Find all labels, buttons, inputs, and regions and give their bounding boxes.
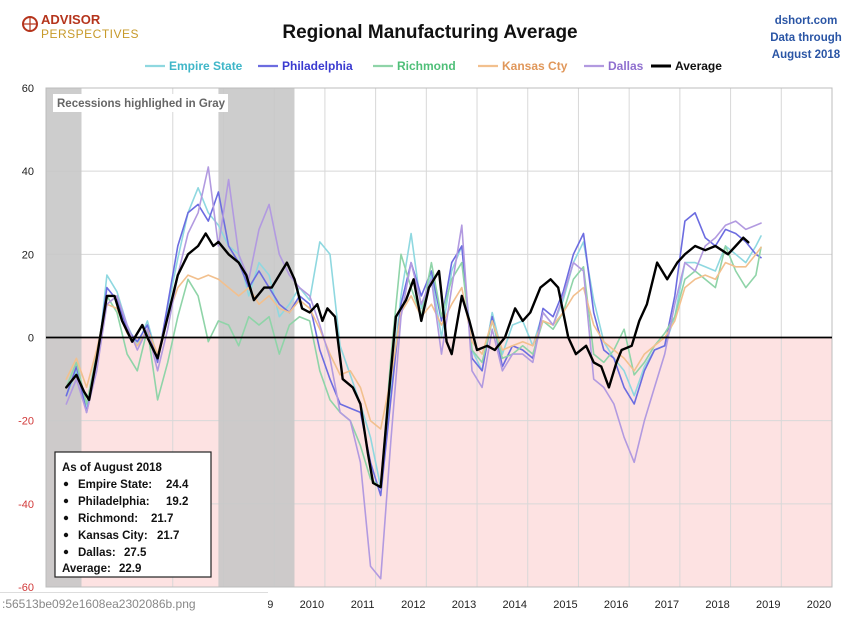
- series-line-philadelphia: [65, 191, 762, 497]
- source-line-2: Data through: [770, 32, 842, 44]
- summary-value: 27.5: [124, 547, 147, 559]
- x-tick-label: 2010: [300, 599, 324, 611]
- legend-item: Average: [651, 59, 722, 73]
- y-tick-label: 0: [28, 333, 34, 345]
- series-line-kansas-cty: [65, 246, 762, 430]
- summary-item-richmond: Richmond: 21.7: [63, 513, 173, 525]
- source-line-1: dshort.com: [775, 15, 838, 27]
- logo: ADVISOR PERSPECTIVES: [22, 12, 139, 41]
- summary-label: Dallas:: [78, 547, 116, 559]
- filename-label: :56513be092e1608ea2302086b.png: [0, 592, 268, 618]
- summary-item-empire: Empire State: 24.4: [63, 479, 189, 491]
- y-tick-label: 20: [22, 249, 34, 261]
- recession-note-bg: [53, 94, 228, 112]
- summary-title: As of August 2018: [62, 462, 163, 474]
- x-tick-label: 2013: [452, 599, 476, 611]
- legend-label: Richmond: [397, 59, 456, 73]
- series-line-average: [65, 232, 750, 489]
- y-tick-label: -40: [18, 499, 34, 511]
- summary-box: As of August 2018 Empire State: 24.4 Phi…: [54, 451, 212, 578]
- y-tick-label: 60: [22, 83, 34, 95]
- summary-label: Empire State:: [78, 479, 152, 491]
- series-line-richmond: [65, 245, 762, 488]
- x-tick-label: 2020: [807, 599, 831, 611]
- summary-label: Richmond:: [78, 513, 138, 525]
- summary-value: 21.7: [157, 530, 179, 542]
- legend-item: Empire State: [145, 59, 243, 73]
- summary-value: 19.2: [166, 496, 188, 508]
- x-tick-label: 2019: [756, 599, 780, 611]
- x-tick-label: 2016: [604, 599, 628, 611]
- source-line-3: August 2018: [772, 49, 841, 61]
- legend-label: Empire State: [169, 59, 243, 73]
- legend-label: Dallas: [608, 59, 644, 73]
- summary-average-value: 22.9: [119, 563, 141, 575]
- legend-label: Philadelphia: [282, 59, 353, 73]
- x-tick-label: 2011: [351, 599, 375, 611]
- x-tick-label: 2017: [655, 599, 679, 611]
- legend-item: Kansas Cty: [478, 59, 568, 73]
- chart-title: Regional Manufacturing Average: [282, 22, 577, 43]
- legend-item: Richmond: [373, 59, 456, 73]
- summary-item-kansas-city: Kansas City: 21.7: [63, 530, 179, 542]
- recession-note: Recessions highlighed in Gray: [57, 98, 226, 110]
- legend-label: Kansas Cty: [502, 59, 568, 73]
- y-tick-label: -60: [18, 582, 34, 594]
- y-tick-label: 40: [22, 166, 34, 178]
- summary-item-dallas: Dallas: 27.5: [63, 547, 147, 559]
- legend-label: Average: [675, 59, 722, 73]
- y-tick-label: -20: [18, 416, 34, 428]
- x-tick-label: 2014: [502, 599, 526, 611]
- summary-label: Kansas City:: [78, 530, 148, 542]
- summary-value: 24.4: [166, 479, 189, 491]
- x-tick-label: 2012: [401, 599, 425, 611]
- summary-average-label: Average:: [62, 563, 111, 575]
- logo-bottom-text: PERSPECTIVES: [41, 27, 139, 41]
- series-line-dallas: [65, 166, 762, 580]
- summary-item-philadelphia: Philadelphia: 19.2: [63, 496, 188, 508]
- summary-label: Philadelphia:: [78, 496, 150, 508]
- x-tick-label: 2018: [705, 599, 729, 611]
- legend-item: Dallas: [584, 59, 644, 73]
- logo-top-text: ADVISOR: [41, 12, 101, 27]
- legend-item: Philadelphia: [258, 59, 353, 73]
- x-tick-label: 2015: [553, 599, 577, 611]
- series-line-empire-state: [65, 187, 762, 488]
- summary-value: 21.7: [151, 513, 173, 525]
- legend: Empire State Philadelphia Richmond Kansas C…: [145, 59, 722, 73]
